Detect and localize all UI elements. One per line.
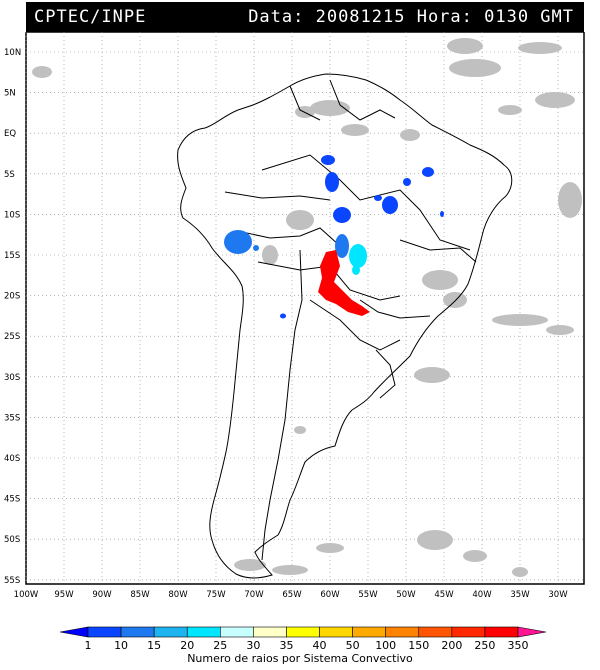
- legend-caption: Numero de raios por Sistema Convectivo: [187, 652, 413, 665]
- legend-swatch: [286, 626, 320, 638]
- header-datetime: Data: 20081215 Hora: 0130 GMT: [248, 7, 574, 27]
- lat-label: 35S: [4, 413, 20, 423]
- lon-label: 85W: [130, 590, 150, 600]
- lightning-map: 10N5NEQ5S10S15S20S25S30S35S40S45S50S55S …: [4, 32, 585, 652]
- lightning-cell-max: [318, 250, 370, 316]
- lightning-cells: [224, 155, 444, 319]
- lat-label: 45S: [4, 495, 20, 505]
- legend-value: 25: [213, 639, 227, 652]
- lat-label: 10N: [4, 48, 21, 58]
- legend-value: 150: [408, 639, 429, 652]
- lon-label: 100W: [14, 590, 39, 600]
- lightning-cell: [321, 155, 335, 165]
- legend-swatch: [253, 626, 287, 638]
- map-header: CPTEC/INPE Data: 20081215 Hora: 0130 GMT: [26, 2, 584, 32]
- map-frame: [25, 32, 585, 585]
- lightning-cell: [352, 265, 360, 275]
- lon-label: 45W: [434, 590, 454, 600]
- lightning-cell: [382, 196, 398, 214]
- color-legend: 1 10 15 20 25 30 35 40 50 100 150 200 250 350: [59, 626, 547, 652]
- longitude-labels: 100W 95W 90W 85W 80W 75W 70W 65W 60W 55W 50W 45W 40W…: [14, 590, 569, 600]
- legend-swatch: [352, 626, 386, 638]
- lat-label: 30S: [4, 373, 20, 383]
- legend-swatch: [120, 626, 155, 638]
- legend-arrow-min: [59, 626, 89, 638]
- lon-label: 50W: [396, 590, 416, 600]
- latitude-labels: 10N 5N EQ 5S 10S 15S 20S 25S 30S 35S 40S 45S 50S 55S: [4, 48, 21, 586]
- lightning-cell: [333, 207, 351, 223]
- legend-swatch: [385, 626, 420, 638]
- legend-value: 1: [85, 639, 92, 652]
- lon-label: 90W: [92, 590, 112, 600]
- legend-value: 50: [346, 639, 360, 652]
- legend-swatch: [220, 626, 254, 638]
- legend-value: 10: [114, 639, 128, 652]
- lon-label: 55W: [358, 590, 378, 600]
- lat-label: EQ: [4, 129, 16, 139]
- lightning-cell: [253, 245, 259, 251]
- legend-value: 40: [313, 639, 327, 652]
- legend-value: 200: [441, 639, 462, 652]
- lat-label: 55S: [4, 576, 20, 586]
- coastlines-borders: [177, 73, 513, 579]
- legend-value: 100: [375, 639, 396, 652]
- lightning-cell: [325, 172, 339, 192]
- lat-label: 50S: [4, 535, 20, 545]
- lat-label: 25S: [4, 332, 20, 342]
- lightning-cell: [422, 167, 434, 177]
- lat-label: 5S: [4, 170, 15, 180]
- legend-swatch: [418, 626, 453, 638]
- legend-value: 250: [474, 639, 495, 652]
- lon-label: 80W: [168, 590, 188, 600]
- lon-label: 95W: [54, 590, 74, 600]
- legend-value: 350: [508, 639, 529, 652]
- legend-swatch: [186, 626, 221, 638]
- lat-label: 40S: [4, 454, 20, 464]
- lightning-cell: [335, 234, 349, 258]
- legend-value: 30: [246, 639, 260, 652]
- legend-swatch: [87, 626, 122, 638]
- lat-lon-grid: [25, 32, 584, 584]
- legend-value: 20: [180, 639, 194, 652]
- legend-swatch: [484, 626, 519, 638]
- lon-label: 60W: [320, 590, 340, 600]
- lon-label: 30W: [548, 590, 568, 600]
- legend-value: 35: [279, 639, 293, 652]
- legend-swatch: [153, 626, 188, 638]
- legend-swatch: [319, 626, 353, 638]
- lightning-cell: [224, 230, 252, 254]
- lightning-cell: [280, 313, 286, 319]
- lat-label: 10S: [4, 210, 20, 220]
- lon-label: 65W: [282, 590, 302, 600]
- lat-label: 20S: [4, 292, 20, 302]
- legend-swatch: [451, 626, 486, 638]
- legend-arrow-max: [517, 626, 547, 638]
- lon-label: 40W: [472, 590, 492, 600]
- cloud-cover: [32, 38, 582, 577]
- lon-label: 70W: [244, 590, 264, 600]
- lightning-cell: [403, 178, 411, 186]
- lat-label: 5N: [4, 89, 16, 99]
- legend-value: 15: [147, 639, 161, 652]
- lon-label: 75W: [206, 590, 226, 600]
- lat-label: 15S: [4, 251, 20, 261]
- lightning-cell: [374, 195, 382, 201]
- lightning-cell: [440, 211, 444, 217]
- lightning-cell: [349, 244, 367, 268]
- header-org: CPTEC/INPE: [34, 7, 147, 27]
- lon-label: 35W: [510, 590, 530, 600]
